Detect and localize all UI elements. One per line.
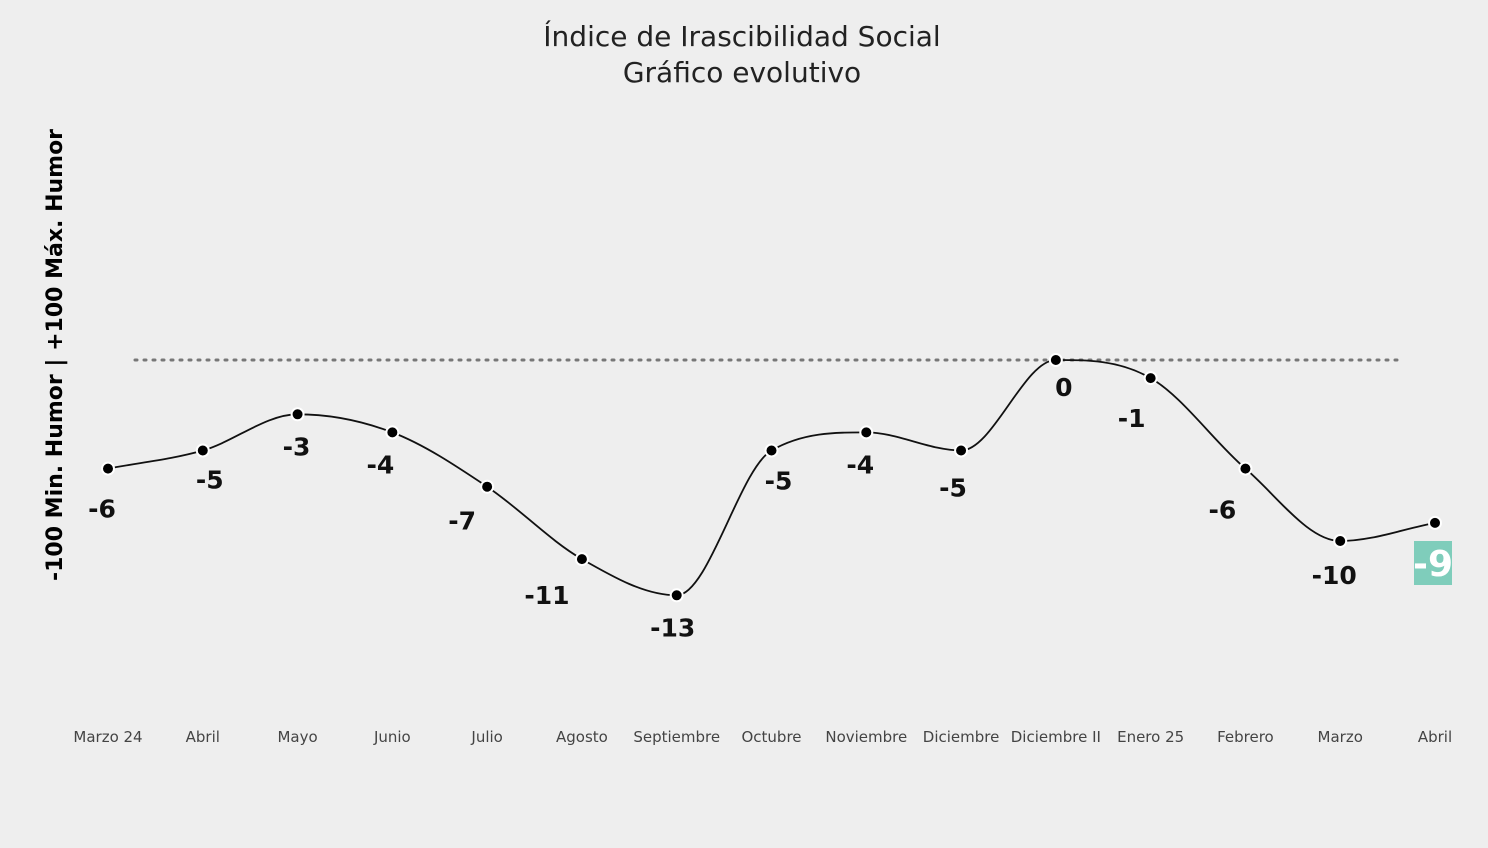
x-tick-label: Diciembre	[923, 728, 1000, 746]
x-tick-label: Junio	[373, 728, 411, 746]
x-tick-label: Enero 25	[1117, 728, 1184, 746]
data-point	[1048, 353, 1063, 367]
data-point	[101, 461, 115, 476]
data-label: -5	[765, 467, 793, 496]
data-point	[1143, 371, 1158, 386]
x-tick-label: Abril	[1418, 728, 1452, 746]
data-point	[480, 479, 495, 494]
data-label: -5	[939, 474, 967, 503]
highlight-label-background	[1414, 541, 1452, 585]
data-point	[669, 588, 684, 603]
data-point	[195, 443, 210, 458]
data-point	[385, 425, 400, 440]
data-point	[1428, 515, 1442, 530]
data-label: -4	[366, 450, 394, 479]
data-point	[290, 407, 305, 422]
data-point	[764, 443, 779, 458]
chart-title: Índice de Irascibilidad Social	[543, 19, 940, 53]
x-tick-label: Diciembre II	[1011, 728, 1101, 746]
data-label: -3	[283, 432, 311, 461]
x-tick-label: Febrero	[1217, 728, 1274, 746]
data-label: 0	[1055, 373, 1072, 402]
chart-subtitle: Gráfico evolutivo	[623, 56, 861, 89]
data-label-highlight: -9	[1413, 544, 1453, 585]
data-label: -4	[846, 450, 874, 479]
x-tick-label: Marzo 24	[73, 728, 142, 746]
data-point	[859, 425, 874, 440]
x-tick-label: Noviembre	[825, 728, 907, 746]
x-tick-label: Marzo	[1318, 728, 1363, 746]
x-tick-label: Agosto	[556, 728, 608, 746]
data-point	[954, 443, 969, 458]
data-point	[1333, 534, 1348, 548]
data-label: -6	[1209, 496, 1237, 525]
data-label: -7	[448, 507, 476, 536]
x-tick-label: Septiembre	[633, 728, 720, 746]
data-label: -6	[88, 495, 116, 524]
x-tick-label: Octubre	[741, 728, 801, 746]
data-label: -11	[524, 581, 569, 610]
data-label: -10	[1312, 561, 1357, 590]
data-label: -13	[650, 613, 695, 642]
x-tick-label: Julio	[470, 728, 502, 746]
marks-layer: -6 -5 -3 -4 -7 -11 -13 -5 -4 -5 0 -1 -6 -10 -9 Marzo 24…	[73, 353, 1453, 746]
data-label: -5	[196, 466, 224, 495]
data-label: -1	[1118, 404, 1146, 433]
data-point	[574, 552, 589, 567]
y-axis-label: -100 Min. Humor | +100 Máx. Humor	[43, 129, 68, 581]
x-tick-label: Mayo	[277, 728, 317, 746]
data-point	[1238, 461, 1253, 476]
x-tick-label: Abril	[186, 728, 220, 746]
